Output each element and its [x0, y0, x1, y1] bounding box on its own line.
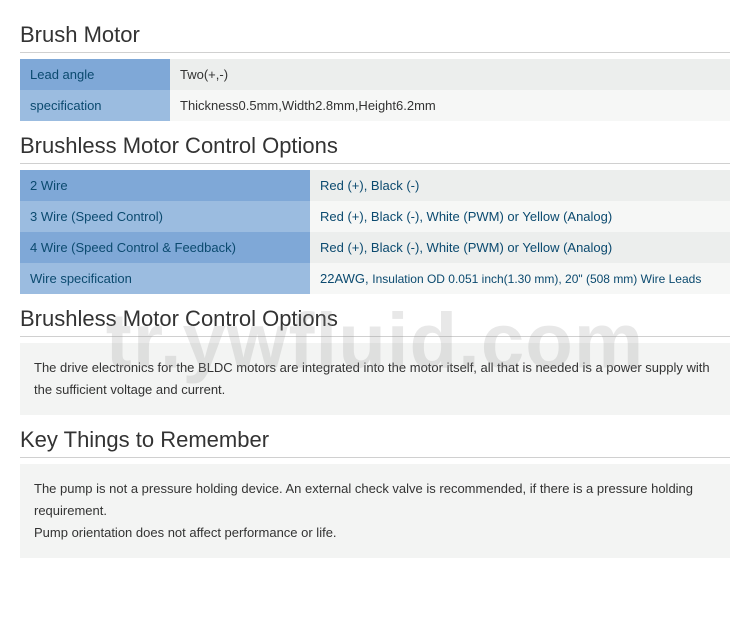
table-row: 4 Wire (Speed Control & Feedback) Red (+…: [20, 232, 730, 263]
row-value: Red (+), Black (-), White (PWM) or Yello…: [310, 232, 730, 263]
row-value: Red (+), Black (-): [310, 170, 730, 201]
section4-line1: The pump is not a pressure holding devic…: [34, 478, 716, 522]
section4-body: The pump is not a pressure holding devic…: [20, 464, 730, 558]
brushless-options-table: 2 Wire Red (+), Black (-) 3 Wire (Speed …: [20, 170, 730, 294]
row-value: Two(+,-): [170, 59, 730, 90]
row-label: Wire specification: [20, 263, 310, 294]
row-value: Red (+), Black (-), White (PWM) or Yello…: [310, 201, 730, 232]
section3-title: Brushless Motor Control Options: [20, 306, 730, 337]
brush-motor-table: Lead angle Two(+,-) specification Thickn…: [20, 59, 730, 121]
section2-title: Brushless Motor Control Options: [20, 133, 730, 164]
row-label: 4 Wire (Speed Control & Feedback): [20, 232, 310, 263]
table-row: Wire specification 22AWG, Insulation OD …: [20, 263, 730, 294]
section4-title: Key Things to Remember: [20, 427, 730, 458]
section3-body: The drive electronics for the BLDC motor…: [20, 343, 730, 415]
row-value: 22AWG, Insulation OD 0.051 inch(1.30 mm)…: [310, 263, 730, 294]
row-value: Thickness0.5mm,Width2.8mm,Height6.2mm: [170, 90, 730, 121]
table-row: 3 Wire (Speed Control) Red (+), Black (-…: [20, 201, 730, 232]
section1-title: Brush Motor: [20, 22, 730, 53]
row-label: 2 Wire: [20, 170, 310, 201]
row-label: 3 Wire (Speed Control): [20, 201, 310, 232]
table-row: 2 Wire Red (+), Black (-): [20, 170, 730, 201]
row-label: Lead angle: [20, 59, 170, 90]
table-row: specification Thickness0.5mm,Width2.8mm,…: [20, 90, 730, 121]
row-label: specification: [20, 90, 170, 121]
section4-line2: Pump orientation does not affect perform…: [34, 522, 716, 544]
table-row: Lead angle Two(+,-): [20, 59, 730, 90]
